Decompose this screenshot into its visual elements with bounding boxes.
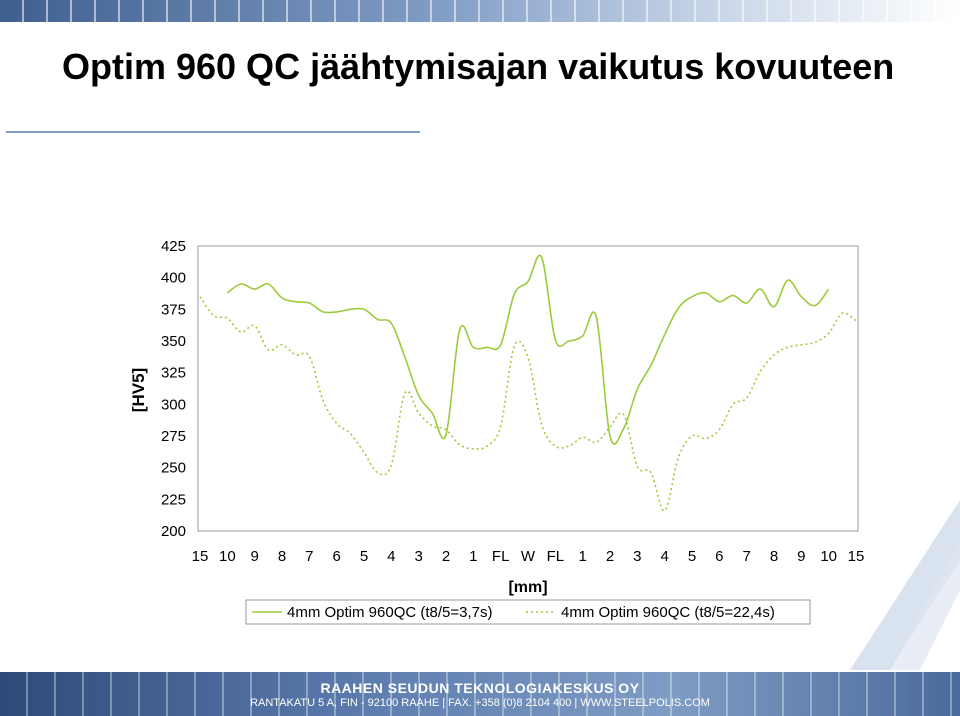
y-tick-label: 250: [161, 460, 186, 477]
series-line-solid: [226, 254, 830, 445]
y-tick-label: 225: [161, 491, 186, 508]
decorative-arrow-shape: [850, 500, 960, 670]
header-band: [0, 0, 960, 22]
y-tick-label: 425: [161, 238, 186, 255]
x-tick-label: 9: [797, 548, 805, 565]
x-tick-label: 5: [360, 548, 368, 565]
y-tick-label: 275: [161, 428, 186, 445]
y-tick-label: 375: [161, 301, 186, 318]
x-tick-label: 1: [469, 548, 477, 565]
x-tick-label: FL: [492, 548, 510, 565]
y-tick-label: 350: [161, 333, 186, 350]
legend-entry-2: 4mm Optim 960QC (t8/5=22,4s): [561, 604, 775, 621]
footer-address: RANTAKATU 5 A, FIN - 92100 RAAHE | FAX. …: [250, 697, 710, 709]
x-tick-label: 5: [688, 548, 696, 565]
y-tick-label: 400: [161, 270, 186, 287]
x-tick-label: W: [521, 548, 536, 565]
x-tick-label: 2: [606, 548, 614, 565]
x-tick-label: 1: [578, 548, 586, 565]
x-tick-label: 15: [192, 548, 209, 565]
x-tick-label: 6: [715, 548, 723, 565]
y-tick-label: 325: [161, 365, 186, 382]
x-axis-label: [mm]: [508, 579, 547, 596]
x-tick-label: FL: [547, 548, 565, 565]
x-tick-label: 3: [414, 548, 422, 565]
x-tick-label: 10: [219, 548, 236, 565]
y-tick-label: 200: [161, 523, 186, 540]
x-tick-label: 7: [742, 548, 750, 565]
x-tick-label: 3: [633, 548, 641, 565]
x-tick-label: 15: [848, 548, 865, 565]
x-tick-label: 4: [387, 548, 395, 565]
x-tick-label: 10: [820, 548, 837, 565]
x-tick-label: 9: [250, 548, 258, 565]
x-tick-label: 8: [770, 548, 778, 565]
page-title: Optim 960 QC jäähtymisajan vaikutus kovu…: [62, 46, 895, 87]
legend-entry-1: 4mm Optim 960QC (t8/5=3,7s): [287, 604, 493, 621]
title-underline: [6, 131, 420, 133]
x-tick-label: 7: [305, 548, 313, 565]
y-tick-label: 300: [161, 396, 186, 413]
x-tick-label: 4: [660, 548, 668, 565]
footer-company-name: RAAHEN SEUDUN TEKNOLOGIAKESKUS OY: [320, 680, 640, 696]
plot-area: [197, 245, 859, 532]
footer-band: [0, 672, 960, 716]
y-axis-label: [HV5]: [129, 368, 148, 412]
x-tick-label: 2: [442, 548, 450, 565]
x-tick-label: 6: [332, 548, 340, 565]
x-tick-label: 8: [278, 548, 286, 565]
